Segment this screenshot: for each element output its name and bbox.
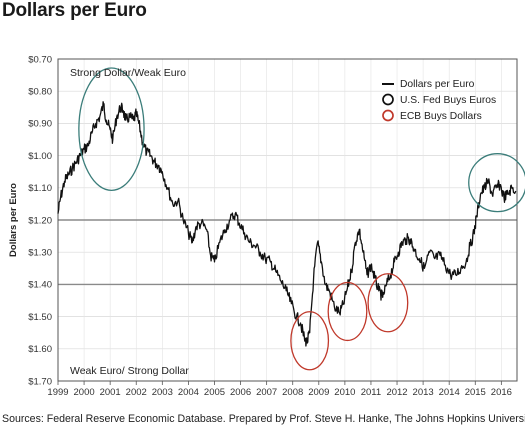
x-tick-label: 2007 (256, 387, 277, 398)
annotation-weak-euro: Weak Euro/ Strong Dollar (70, 365, 189, 377)
y-tick-label: $1.50 (28, 312, 52, 323)
legend-fed-circle-marker (382, 93, 394, 106)
x-tick-label: 2010 (334, 387, 355, 398)
x-axis-ticks: 1999 2000 2001 2002 2003 2004 2005 2006 2007 2008… (47, 381, 512, 398)
x-tick-label: 2000 (74, 387, 95, 398)
x-tick-label: 2004 (178, 387, 199, 398)
x-tick-label: 2012 (386, 387, 407, 398)
legend-label: ECB Buys Dollars (400, 111, 482, 122)
x-tick-label: 2009 (308, 387, 329, 398)
y-tick-label: $0.80 (28, 87, 52, 98)
series-line-dollars-per-euro (57, 101, 517, 347)
y-tick-label: $1.00 (28, 151, 52, 162)
fed-buys-euros-circle (78, 67, 145, 192)
ecb-buys-dollars-circle (327, 281, 368, 342)
x-tick-label: 2016 (491, 387, 512, 398)
y-tick-label: $1.60 (28, 344, 52, 355)
x-tick-label: 2005 (204, 387, 225, 398)
x-tick-label: 2001 (100, 387, 121, 398)
x-tick-label: 2013 (413, 387, 434, 398)
y-tick-label: $0.90 (28, 119, 52, 130)
x-tick-label: 2011 (361, 387, 381, 398)
reference-lines (58, 219, 517, 286)
y-axis-label: Dollars per Euro (8, 183, 19, 257)
ecb-buys-dollars-circle (367, 273, 409, 333)
intervention-circles (78, 67, 525, 371)
x-tick-label: 2006 (230, 387, 251, 398)
x-tick-label: 2015 (465, 387, 486, 398)
legend-label: Dollars per Euro (400, 79, 475, 90)
y-tick-label: $1.20 (28, 215, 52, 226)
y-tick-label: $1.70 (28, 376, 52, 387)
chart-title: Dollars per Euro (2, 0, 147, 21)
ecb-buys-dollars-circle (290, 311, 330, 371)
y-tick-label: $1.30 (28, 248, 52, 259)
legend: Dollars per Euro U.S. Fed Buys Euros ECB B… (382, 79, 496, 122)
legend-ecb-circle-marker (382, 109, 394, 122)
legend-label: U.S. Fed Buys Euros (400, 95, 496, 106)
x-tick-label: 1999 (47, 387, 68, 398)
x-tick-label: 2014 (439, 387, 460, 398)
fed-buys-euros-circle (468, 153, 525, 213)
y-tick-label: $1.40 (28, 280, 52, 291)
x-tick-label: 2008 (282, 387, 303, 398)
y-tick-label: $0.70 (28, 54, 52, 65)
x-tick-label: 2002 (126, 387, 147, 398)
x-tick-label: 2003 (152, 387, 173, 398)
annotation-strong-dollar: Strong Dollar/Weak Euro (70, 67, 186, 79)
plot-frame (57, 58, 518, 382)
y-axis-ticks: $0.70 $0.80 $0.90 $1.00 $1.10 $1.20 $1.30 $1.40… (28, 54, 52, 387)
y-tick-label: $1.10 (28, 183, 52, 194)
source-note: Sources: Federal Reserve Economic Databa… (2, 413, 525, 425)
